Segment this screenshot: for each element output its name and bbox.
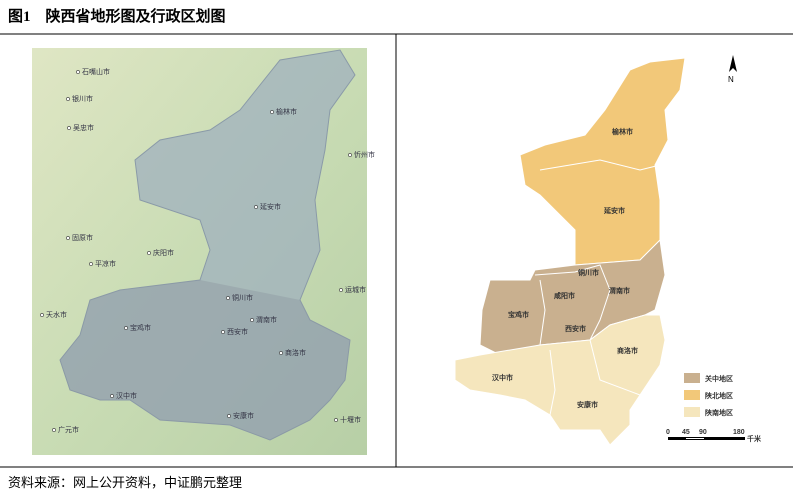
city-label: 延安市 (603, 206, 625, 215)
city-label: 忻州市 (354, 150, 375, 159)
border (589, 339, 641, 396)
scale-unit: 千米 (747, 434, 762, 443)
legend-label: 陕南地区 (705, 408, 733, 417)
city-label: 汉中市 (492, 373, 513, 382)
city-label: 榆林市 (276, 107, 297, 116)
city-dot (40, 313, 44, 317)
border (539, 159, 661, 171)
city-label: 平凉市 (95, 259, 116, 268)
city-label: 铜川市 (578, 268, 599, 277)
region-north (519, 57, 686, 266)
city-label: 宝鸡市 (130, 323, 151, 332)
city-dot (250, 318, 254, 322)
city-label: 银川市 (72, 94, 93, 103)
scale-bar (686, 438, 704, 439)
city-label: 渭南市 (256, 315, 277, 324)
scale-label: 90 (699, 429, 707, 436)
legend-swatch (684, 407, 700, 417)
city-dot (52, 428, 56, 432)
legend-label: 陕北地区 (705, 391, 733, 400)
legend-swatch (684, 373, 700, 383)
city-label: 安康市 (577, 400, 598, 409)
north-arrow (729, 55, 737, 72)
city-label: 宝鸡市 (508, 310, 529, 319)
border (534, 264, 611, 341)
city-dot (227, 414, 231, 418)
qinling-relief (60, 280, 350, 440)
city-label: 天水市 (46, 310, 67, 319)
shaanxi-shape (59, 49, 356, 441)
city-dot (66, 236, 70, 240)
city-dot (147, 251, 151, 255)
city-dot (339, 288, 343, 292)
city-dot (76, 70, 80, 74)
city-dot (279, 351, 283, 355)
border (539, 279, 546, 346)
scale-label: 180 (733, 429, 745, 436)
city-label: 西安市 (227, 327, 248, 336)
city-label: 固原市 (72, 233, 93, 242)
city-label: 西安市 (565, 324, 586, 333)
city-dot (348, 153, 352, 157)
city-label: 庆阳市 (153, 248, 174, 257)
scale-label: 0 (666, 429, 670, 436)
city-label: 延安市 (260, 202, 281, 211)
city-label: 吴忠市 (73, 123, 94, 132)
city-dot (66, 97, 70, 101)
city-label: 商洛市 (617, 346, 638, 355)
city-label: 铜川市 (232, 293, 253, 302)
city-dot (221, 330, 225, 334)
region-south (454, 314, 666, 446)
legend-label: 关中地区 (705, 374, 733, 383)
city-dot (110, 394, 114, 398)
city-label: 十堰市 (340, 415, 361, 424)
city-label: 运城市 (345, 285, 366, 294)
city-label: 汉中市 (116, 391, 137, 400)
city-label: 广元市 (58, 425, 79, 434)
north-label: N (728, 75, 734, 84)
city-dot (226, 296, 230, 300)
city-label: 渭南市 (609, 286, 630, 295)
city-dot (254, 205, 258, 209)
city-dot (270, 110, 274, 114)
city-dot (89, 262, 93, 266)
city-label: 安康市 (233, 411, 254, 420)
legend-swatch (684, 390, 700, 400)
scale-label: 45 (682, 429, 690, 436)
city-label: 石嘴山市 (82, 67, 110, 76)
source-note: 资料来源：网上公开资料，中证鹏元整理 (8, 475, 242, 490)
scale-bar (668, 437, 745, 440)
figure-title: 图1 陕西省地形图及行政区划图 (8, 7, 226, 25)
city-label: 榆林市 (612, 127, 633, 136)
city-dot (334, 418, 338, 422)
border (549, 349, 556, 416)
city-dot (67, 126, 71, 130)
city-label: 咸阳市 (553, 291, 575, 300)
city-dot (124, 326, 128, 330)
city-label: 商洛市 (285, 348, 306, 357)
